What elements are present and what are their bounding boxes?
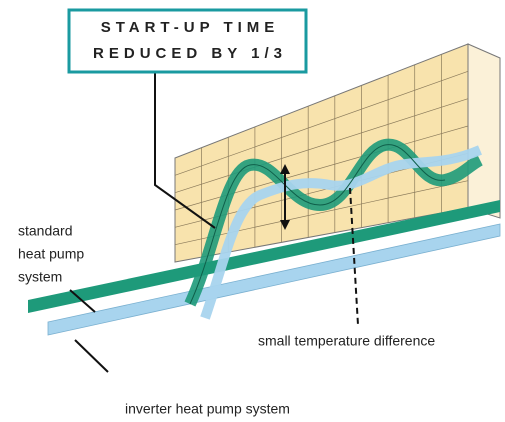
curve-edge	[189, 144, 446, 305]
inverter-curve	[200, 145, 482, 320]
callout-box	[67, 8, 308, 74]
arrow-head	[280, 220, 290, 230]
label: system	[18, 269, 62, 285]
arrow-head	[280, 164, 290, 174]
grid-line	[174, 98, 469, 193]
difference-pointer	[349, 187, 359, 326]
callout-pointer	[154, 70, 216, 229]
inverter-strip	[47, 223, 501, 336]
inverter-pointer	[74, 339, 109, 373]
label: heat pump	[18, 246, 84, 262]
label: inverter heat pump system	[125, 401, 290, 417]
grid-line	[174, 180, 469, 246]
callout-text: REDUCED BY 1/3	[93, 45, 287, 62]
callout-text: START-UP TIME	[101, 19, 280, 36]
grid-line	[174, 71, 469, 176]
standard-pointer	[69, 289, 96, 313]
panel-side	[467, 43, 501, 219]
label: small temperature difference	[258, 333, 435, 349]
label: standard	[18, 223, 72, 239]
standard-strip	[28, 200, 500, 313]
